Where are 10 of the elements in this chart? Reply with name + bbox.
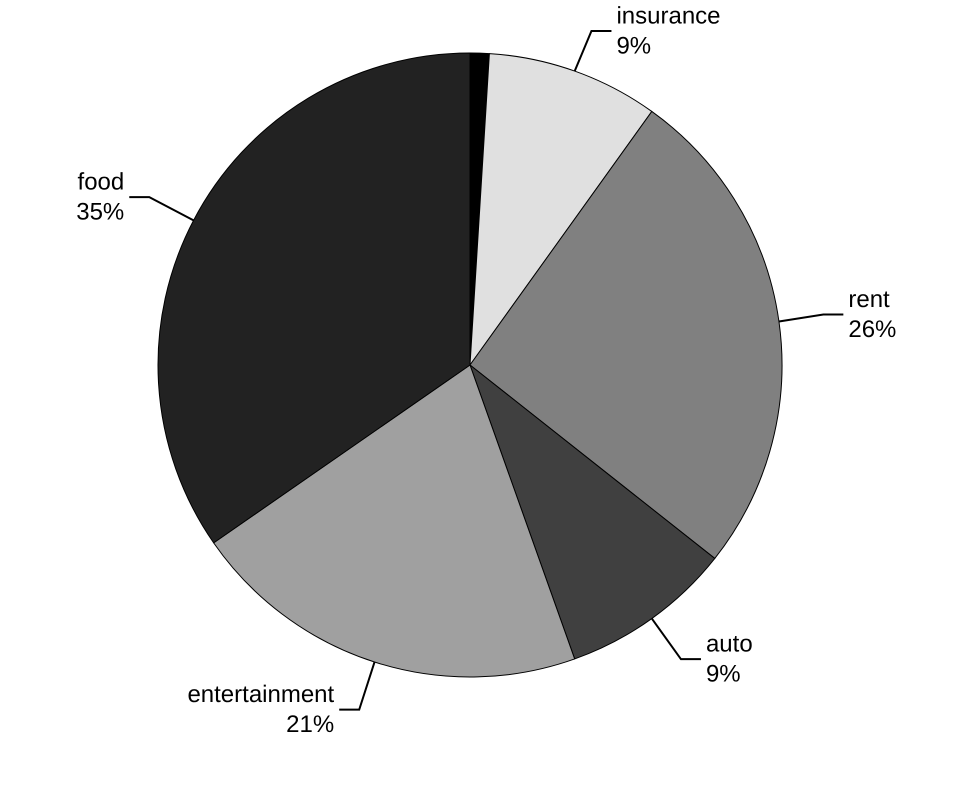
slice-label: rent bbox=[848, 286, 890, 313]
data-label: 9% bbox=[706, 660, 741, 688]
data-label: 26% bbox=[848, 316, 896, 343]
slice-label: entertainment bbox=[187, 681, 335, 708]
data-label: 21% bbox=[286, 711, 334, 738]
data-label: 9% bbox=[616, 32, 652, 60]
data-label: 35% bbox=[76, 198, 124, 226]
slice-label: insurance bbox=[616, 2, 721, 30]
slice-label: food bbox=[78, 168, 124, 196]
slice-label: auto bbox=[706, 630, 753, 658]
